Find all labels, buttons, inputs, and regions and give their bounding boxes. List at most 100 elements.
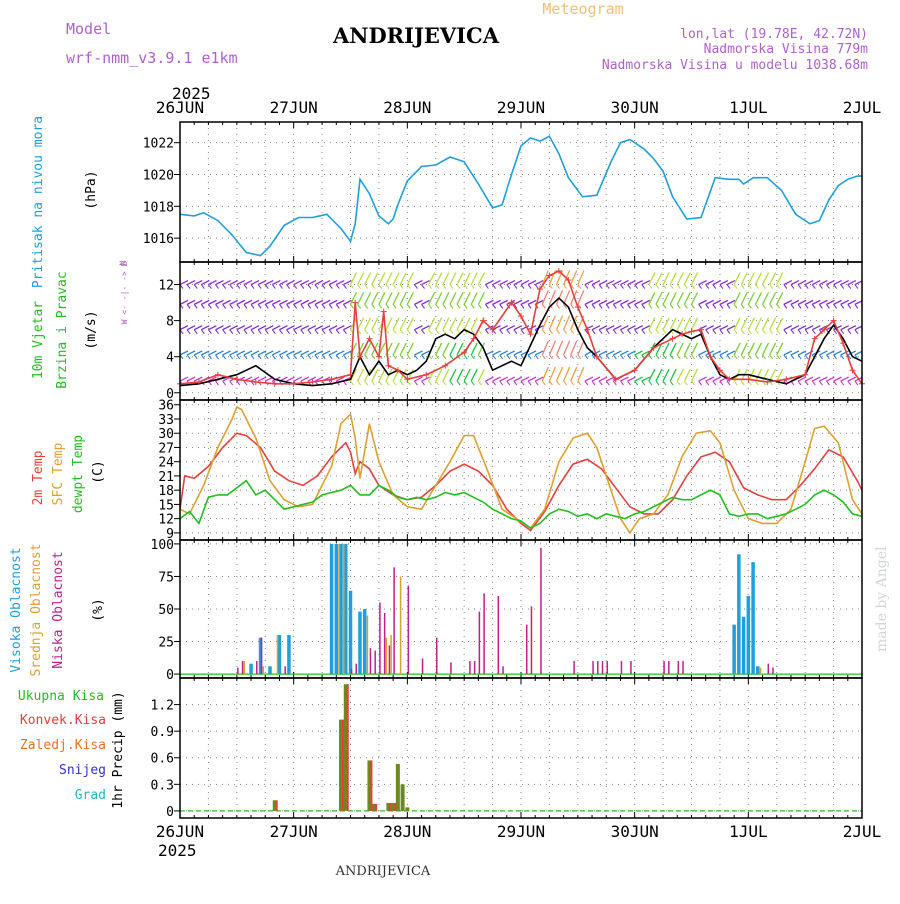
wind-barb xyxy=(570,340,578,356)
wind-barb xyxy=(634,325,643,331)
wind-barb xyxy=(286,325,295,331)
wind-barb xyxy=(449,272,457,285)
wind-barb-flag xyxy=(399,329,404,334)
wind-barb xyxy=(634,350,643,356)
wind-barb-flag xyxy=(456,380,461,386)
wind-barb-flag xyxy=(300,329,305,334)
wind-barb-flag xyxy=(691,304,695,309)
wind-barb xyxy=(357,342,365,356)
wind-barb-flag xyxy=(783,354,788,360)
wind-barb-flag xyxy=(577,284,582,289)
wind-barb xyxy=(286,279,295,286)
wind-barb-flag xyxy=(264,284,269,289)
wind-barb-flag xyxy=(847,354,852,360)
wind-barb-flag xyxy=(279,329,283,334)
bar-total_precip xyxy=(339,719,344,811)
model-elevation-text: Nadmorska Visina u modelu 1038.68m xyxy=(602,58,868,73)
wind-barb xyxy=(272,299,281,305)
bar-high_cloud xyxy=(348,590,353,675)
wind-barb-flag xyxy=(506,329,511,334)
wind-barb-flag xyxy=(811,304,816,309)
wind-barb xyxy=(555,315,564,330)
year-top: 2025 xyxy=(172,84,211,103)
wind-barb xyxy=(229,325,239,331)
wind-barb xyxy=(364,317,372,330)
wind-barb xyxy=(442,292,450,305)
wind-barb xyxy=(193,299,203,305)
wind-barb xyxy=(307,279,317,286)
wind-barb-flag xyxy=(257,304,262,309)
wind-barb-flag xyxy=(506,380,511,386)
year-bottom: 2025 xyxy=(158,841,197,860)
wind-barb-flag xyxy=(406,354,411,360)
wind-barb-flag xyxy=(605,304,610,309)
wind-barb-flag xyxy=(705,354,710,360)
wind-barb-flag xyxy=(406,304,411,309)
wind-barb-flag xyxy=(705,380,710,386)
wind-barb-flag xyxy=(648,354,653,360)
bar-low_cloud xyxy=(620,661,623,675)
wind-barb xyxy=(378,368,386,382)
wind-barb-flag xyxy=(570,329,575,334)
wind-barb xyxy=(385,292,393,305)
wind-barb xyxy=(336,325,345,331)
wind-barb-flag xyxy=(655,354,660,360)
wind-barb xyxy=(698,376,707,382)
wind-barb xyxy=(385,272,393,285)
wind-barb xyxy=(577,270,585,285)
wind-barb xyxy=(627,376,636,382)
wind-barb-flag xyxy=(307,304,312,309)
wind-barb xyxy=(541,366,549,382)
wind-barb xyxy=(343,350,352,356)
wind-barb-flag xyxy=(634,380,639,386)
wind-barb-flag xyxy=(627,304,632,309)
wind-barb-flag xyxy=(762,304,766,309)
wind-barb-flag xyxy=(442,329,447,334)
wind-barb xyxy=(683,272,691,285)
wind-barb-flag xyxy=(378,380,383,386)
wind-barb-flag xyxy=(477,354,482,360)
wind-barb-flag xyxy=(435,380,440,386)
wind-barb-flag xyxy=(413,304,418,309)
wind-barb xyxy=(236,325,246,331)
lonlat-text: lon,lat (19.78E, 42.72N) xyxy=(680,27,868,42)
wind-barb xyxy=(690,292,699,305)
wind-barb-flag xyxy=(286,329,291,334)
y-tick-label: 21 xyxy=(158,470,174,485)
wind-barb xyxy=(208,376,217,382)
wind-barb-flag xyxy=(655,380,660,386)
wind-barb-flag xyxy=(591,284,596,289)
wind-barb-flag xyxy=(435,284,440,289)
wind-barb xyxy=(627,350,636,356)
wind-barb xyxy=(555,290,564,305)
wind-barb xyxy=(683,292,691,305)
bar-conv_precip xyxy=(389,802,392,811)
wind-barb xyxy=(399,292,407,305)
wind-barb xyxy=(598,376,608,382)
wind-barb xyxy=(399,317,407,330)
wind-barb xyxy=(761,317,770,330)
wind-barb xyxy=(719,299,729,305)
wind-barb xyxy=(506,325,516,331)
wind-barb-flag xyxy=(499,380,504,386)
wind-barb xyxy=(250,376,260,382)
wind-barb-flag xyxy=(740,354,745,360)
bar-total_precip xyxy=(272,800,277,811)
wind-barb xyxy=(421,299,430,305)
wind-barb-flag xyxy=(804,354,809,360)
wind-barb-flag xyxy=(747,304,752,309)
wind-barb xyxy=(336,299,345,305)
bar-total_precip xyxy=(400,784,405,811)
wind-barb-flag xyxy=(605,380,610,386)
wind-barb xyxy=(769,368,777,382)
wind-barb xyxy=(797,299,807,305)
wind-barb xyxy=(669,342,677,356)
wind-barb xyxy=(541,290,549,305)
wind-barb xyxy=(343,279,352,286)
wind-barb xyxy=(421,350,430,356)
wind-barb-flag xyxy=(584,329,589,334)
precip-axis-label: 1hr Precip (mm) xyxy=(111,691,126,808)
x-date-label-bottom: 27JUN xyxy=(270,822,318,841)
wind-barb xyxy=(598,279,608,286)
wind-barb xyxy=(804,279,814,286)
